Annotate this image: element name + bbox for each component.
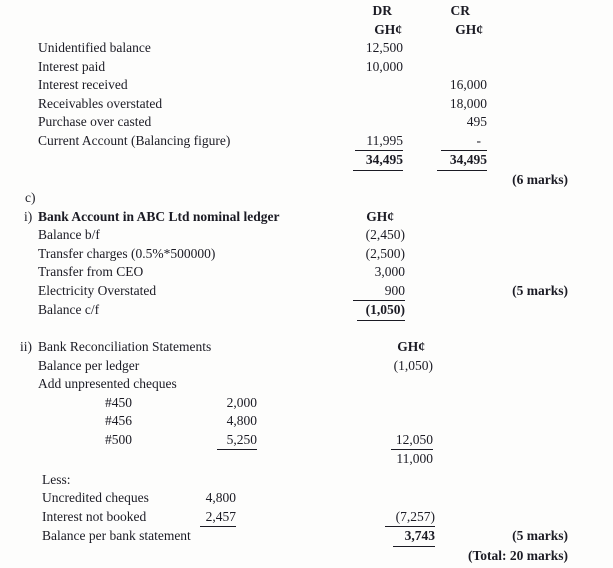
cr-amount: 495 xyxy=(466,114,487,129)
row-label: Uncredited cheques xyxy=(42,490,149,505)
cr-amount: 18,000 xyxy=(449,95,487,111)
statement-row: Electricity Overstated 900 (5 marks) xyxy=(0,282,613,301)
amount: (2,450) xyxy=(365,227,405,242)
amount: 900 xyxy=(353,282,405,301)
amount: 3,000 xyxy=(374,264,405,279)
cheques-total: 12,050 xyxy=(391,431,433,450)
statement-row: Transfer from CEO 3,000 xyxy=(0,263,613,282)
row-label: Interest paid xyxy=(38,58,106,74)
table-header-row: DR CR xyxy=(0,2,613,21)
bank-reconciliation-statement: ii) Bank Reconciliation Statements GH¢ B… xyxy=(0,338,613,565)
amount: (2,500) xyxy=(365,245,405,261)
row-label: Unidentified balance xyxy=(38,40,151,55)
statement-title-row: Bank Reconciliation Statements GH¢ xyxy=(0,338,613,357)
row-label: Balance per ledger xyxy=(38,357,140,373)
statement-row: Balance c/f (1,050) xyxy=(0,301,613,321)
table-currency-row: GH¢ GH¢ xyxy=(0,21,613,40)
cheque-number: #450 xyxy=(105,394,132,410)
cr-amount: 16,000 xyxy=(449,77,487,92)
table-row-balancing-figure: Current Account (Balancing figure) 11,99… xyxy=(0,132,613,151)
section-c-marker: c) xyxy=(25,190,36,205)
marks-label: (5 marks) xyxy=(512,282,568,298)
statement-row: Balance per ledger (1,050) xyxy=(0,357,613,376)
less-block: Less: Uncredited cheques 4,800 Interest … xyxy=(0,471,613,566)
cr-total: 34,495 xyxy=(437,151,487,171)
dr-amount: 11,995 xyxy=(355,132,403,151)
less-label: Less: xyxy=(42,471,71,487)
cheque-row: #500 5,250 12,050 xyxy=(0,431,613,450)
statement-row: Transfer charges (0.5%*500000) (2,500) xyxy=(0,245,613,264)
statement-title-row: Bank Account in ABC Ltd nominal ledger G… xyxy=(0,208,613,227)
table-row: Interest received 16,000 xyxy=(0,76,613,95)
balance-amount: 3,743 xyxy=(393,527,435,547)
amount: (1,050) xyxy=(393,357,433,373)
amount: (1,050) xyxy=(357,301,405,321)
row-label: Electricity Overstated xyxy=(38,282,157,298)
less-header-row: Less: xyxy=(0,471,613,490)
balance-per-bank-row: Balance per bank statement 3,743 (5 mark… xyxy=(0,527,613,547)
row-label: Transfer charges (0.5%*500000) xyxy=(38,245,216,261)
dr-total: 34,495 xyxy=(353,151,403,171)
cr-amount: - xyxy=(441,132,487,151)
cheque-amount: 4,800 xyxy=(226,413,257,428)
statement-row: Add unpresented cheques xyxy=(0,375,613,394)
row-label: Balance per bank statement xyxy=(42,528,191,543)
row-label: Balance b/f xyxy=(38,227,100,242)
total-marks-row: (Total: 20 marks) xyxy=(0,547,613,566)
total-marks-label: (Total: 20 marks) xyxy=(468,547,568,563)
dr-currency-header: GH¢ xyxy=(374,21,402,37)
row-label: Balance c/f xyxy=(38,302,100,317)
cr-column-header: CR xyxy=(450,3,471,18)
part-ii-marker: ii) xyxy=(20,339,32,354)
less-total: (7,257) xyxy=(385,508,435,527)
statement-title: Bank Account in ABC Ltd nominal ledger xyxy=(38,208,280,224)
row-label: Current Account (Balancing figure) xyxy=(38,132,231,148)
marks-label: (5 marks) xyxy=(512,528,568,543)
row-label: Add unpresented cheques xyxy=(38,376,177,391)
currency-header: GH¢ xyxy=(397,339,425,354)
amount: 2,457 xyxy=(200,508,236,527)
table-row: Interest paid 10,000 xyxy=(0,58,613,77)
table-row: Receivables overstated 18,000 xyxy=(0,95,613,114)
subtotal-row: 11,000 xyxy=(0,450,613,469)
table-row: Unidentified balance 12,500 xyxy=(0,39,613,58)
row-label: Purchase over casted xyxy=(38,114,152,129)
marks-row: (6 marks) xyxy=(0,171,613,190)
row-label: Interest received xyxy=(38,77,128,92)
row-label: Receivables overstated xyxy=(38,95,163,111)
amount: 4,800 xyxy=(205,490,236,505)
less-row: Uncredited cheques 4,800 xyxy=(0,489,613,508)
subtotal-amount: 11,000 xyxy=(396,451,433,466)
journal-table: DR CR GH¢ GH¢ Unidentified balance 12,50… xyxy=(0,2,613,189)
less-row: Interest not booked 2,457 (7,257) xyxy=(0,508,613,527)
table-row: Purchase over casted 495 xyxy=(0,113,613,132)
cheque-number: #500 xyxy=(105,431,132,447)
currency-header: GH¢ xyxy=(366,208,394,224)
dr-amount: 10,000 xyxy=(365,58,403,74)
cheque-row: #450 2,000 xyxy=(0,394,613,413)
statement-row: Balance b/f (2,450) xyxy=(0,226,613,245)
marks-label: (6 marks) xyxy=(512,171,568,187)
cheque-number: #456 xyxy=(105,413,132,428)
cheque-amount: 5,250 xyxy=(217,431,257,450)
table-total-row: 34,495 34,495 xyxy=(0,151,613,171)
statement-title: Bank Reconciliation Statements xyxy=(38,339,212,354)
dr-amount: 12,500 xyxy=(365,40,403,55)
part-i-marker: i) xyxy=(24,208,33,224)
cr-currency-header: GH¢ xyxy=(455,21,483,37)
cheque-amount: 2,000 xyxy=(226,394,257,410)
cheque-row: #456 4,800 xyxy=(0,412,613,431)
nominal-ledger-statement: i) Bank Account in ABC Ltd nominal ledge… xyxy=(0,208,613,321)
row-label: Transfer from CEO xyxy=(38,264,144,279)
dr-column-header: DR xyxy=(372,3,393,18)
row-label: Interest not booked xyxy=(42,508,147,524)
